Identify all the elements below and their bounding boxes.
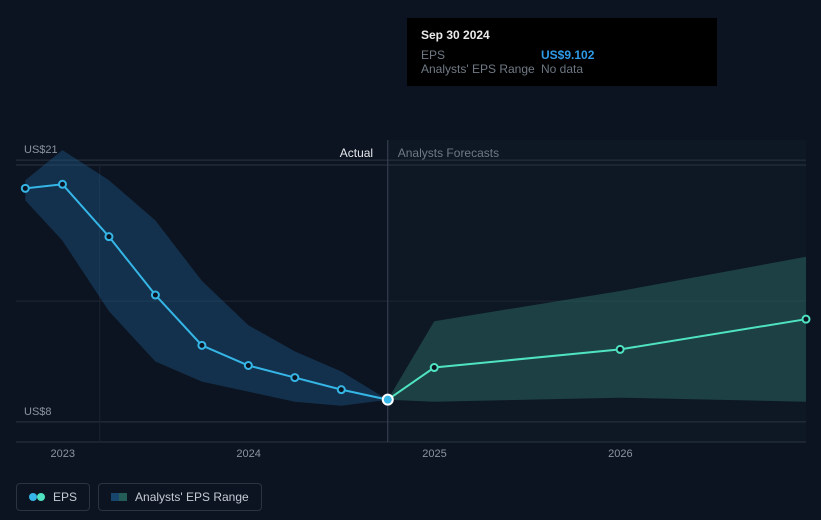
x-axis-label: 2023 — [50, 448, 74, 460]
eps-chart: Sep 30 2024 EPS US$9.102 Analysts' EPS R… — [0, 0, 821, 520]
legend-label: EPS — [53, 490, 77, 504]
y-axis-label: US$8 — [24, 406, 52, 418]
tooltip-label: Analysts' EPS Range — [421, 62, 541, 76]
tooltip-row-eps: EPS US$9.102 — [421, 48, 703, 62]
tooltip-value: No data — [541, 62, 583, 76]
tooltip-date: Sep 30 2024 — [421, 28, 703, 42]
legend-swatch-eps — [29, 492, 45, 502]
legend-item-range[interactable]: Analysts' EPS Range — [98, 483, 262, 511]
x-axis-label: 2024 — [236, 448, 260, 460]
legend-swatch-range — [111, 492, 127, 502]
chart-legend: EPS Analysts' EPS Range — [16, 483, 262, 511]
legend-label: Analysts' EPS Range — [135, 490, 249, 504]
chart-tooltip: Sep 30 2024 EPS US$9.102 Analysts' EPS R… — [407, 18, 717, 86]
legend-item-eps[interactable]: EPS — [16, 483, 90, 511]
y-axis-label: US$21 — [24, 144, 58, 156]
tooltip-value: US$9.102 — [541, 48, 594, 62]
tooltip-row-range: Analysts' EPS Range No data — [421, 62, 703, 76]
x-axis-label: 2026 — [608, 448, 632, 460]
section-label-actual: Actual — [340, 146, 373, 160]
section-label-forecast: Analysts Forecasts — [398, 146, 499, 160]
x-axis-label: 2025 — [422, 448, 446, 460]
tooltip-label: EPS — [421, 48, 541, 62]
